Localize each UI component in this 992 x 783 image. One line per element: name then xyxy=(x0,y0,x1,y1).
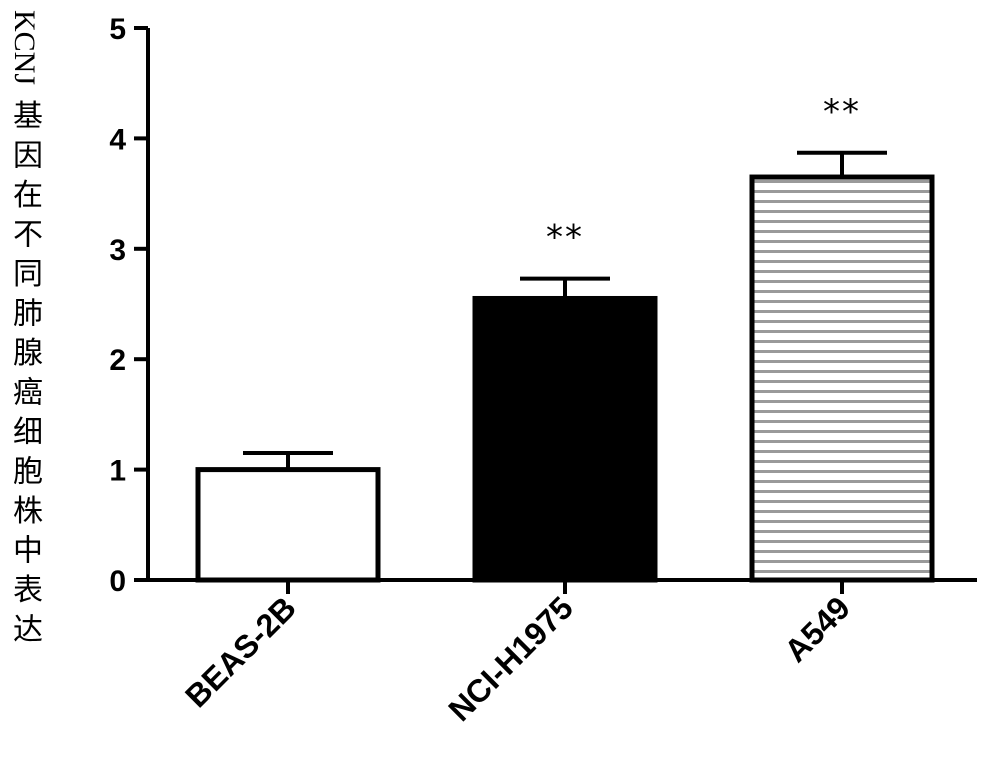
bar-beas-2b xyxy=(195,467,381,583)
bar-a549 xyxy=(749,174,935,583)
y-axis-title: KCNJ 基因在不同肺腺癌细胞株中表达 xyxy=(8,10,43,648)
y-tick-label: 5 xyxy=(109,13,126,46)
x-axis-ticks: BEAS-2B NCI-H1975 A549 xyxy=(178,580,857,728)
x-tick-label: BEAS-2B xyxy=(178,589,303,714)
bar-nci-h1975 xyxy=(472,295,658,583)
significance-marker: ** xyxy=(546,218,584,258)
y-axis-title-latin: KCNJ xyxy=(8,10,41,85)
y-tick-label: 3 xyxy=(109,234,126,267)
y-tick-label: 0 xyxy=(109,565,126,598)
y-tick-label: 1 xyxy=(109,455,126,488)
y-tick-label: 4 xyxy=(109,123,126,156)
y-tick-label: 2 xyxy=(109,344,126,377)
x-tick-label: A549 xyxy=(777,589,857,669)
y-axis-ticks: 0 1 2 3 4 5 xyxy=(109,13,148,598)
x-tick-label: NCI-H1975 xyxy=(441,589,580,728)
y-axis-title-cjk: 基因在不同肺腺癌细胞株中表达 xyxy=(13,99,43,648)
y-axis-title-cjk-text: 基因在不同肺腺癌细胞株中表达 xyxy=(13,99,43,648)
bars: ** ** xyxy=(195,92,935,583)
significance-marker: ** xyxy=(823,92,861,132)
